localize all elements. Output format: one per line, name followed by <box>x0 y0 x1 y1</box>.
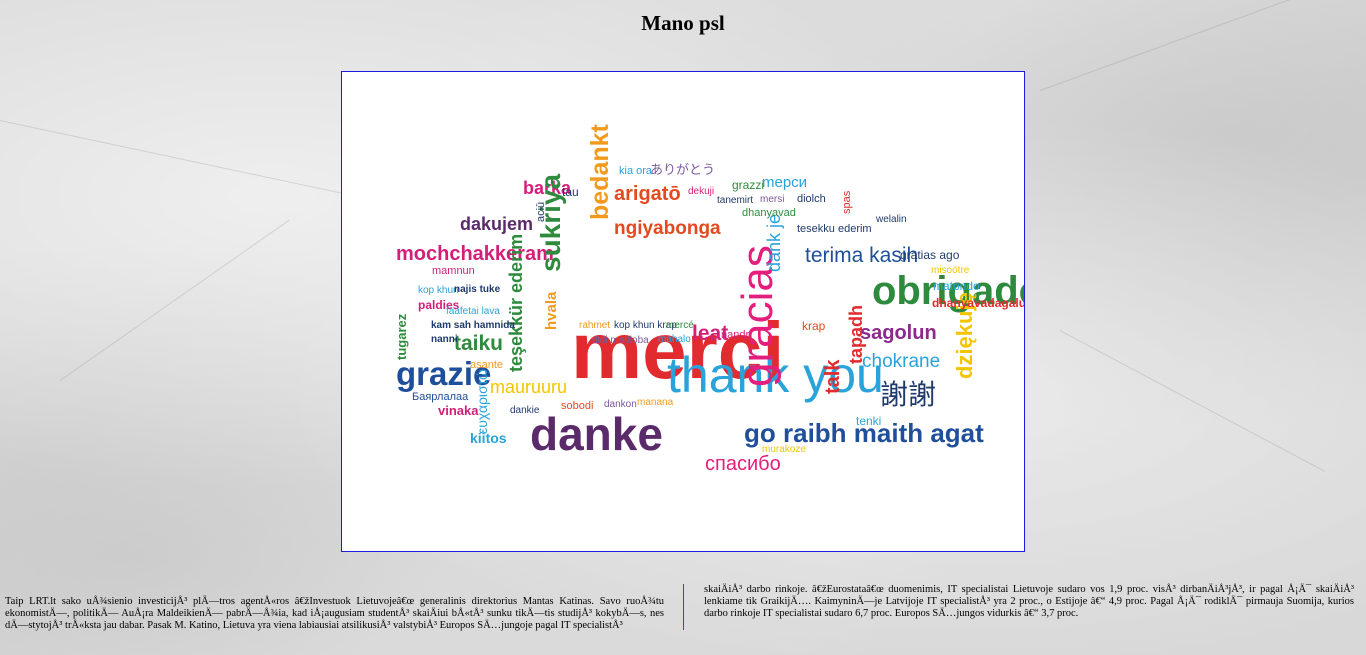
cloud-word: tugarez <box>394 313 409 360</box>
cloud-word: mauruuru <box>490 377 567 397</box>
cloud-word: obrigado <box>872 269 1024 313</box>
cloud-word: rahmet <box>579 320 610 331</box>
cloud-word: dekuji <box>688 186 714 197</box>
cloud-word: ngiyabonga <box>614 218 721 239</box>
cloud-word: 謝謝 <box>880 379 936 410</box>
page-title: Mano psl <box>641 11 725 35</box>
cloud-word: aciū <box>535 202 547 222</box>
cloud-word: спасибо <box>705 453 781 475</box>
cloud-word: murakoze <box>762 444 806 455</box>
cloud-word: kia ora <box>619 165 653 177</box>
cloud-word: tau <box>562 185 579 199</box>
cloud-word: spas <box>841 190 853 214</box>
cloud-word: mercé <box>666 320 694 331</box>
cloud-word: gratias ago <box>900 248 960 262</box>
cloud-word: diolch <box>797 193 826 205</box>
cloud-word: talk <box>822 359 844 394</box>
cloud-word: didi madloba <box>592 335 649 346</box>
cloud-word: tenki <box>856 414 881 428</box>
cloud-word: vinaka <box>438 403 479 418</box>
column-divider <box>683 584 684 630</box>
cloud-word: dankie <box>510 405 540 416</box>
cloud-word: taiku <box>454 332 503 355</box>
article-column-right: skaiÄiÅ³ darbo rinkoje. â€žEurostataâ€œ … <box>704 584 1354 619</box>
cloud-word: kam sah hamnida <box>431 320 515 331</box>
cloud-word: terima kasih <box>805 244 918 267</box>
cloud-word: thank you <box>667 347 884 403</box>
cloud-word: danke <box>530 408 663 460</box>
cloud-word: mamnun <box>432 265 475 277</box>
cloud-word: paldies <box>418 298 460 312</box>
cloud-word: manana <box>637 397 674 408</box>
cloud-word: bedankt <box>586 123 614 220</box>
cloud-word: teşekkür ederim <box>506 234 526 372</box>
cloud-word: arigatō <box>614 183 681 205</box>
article-column-left: Taip LRT.lt sako uÅ¾sienio investicijÅ³ … <box>5 596 664 631</box>
cloud-word: kop khun krap <box>614 320 677 331</box>
cloud-word: dziękuję <box>952 292 977 379</box>
cloud-word: krap <box>802 319 826 333</box>
cloud-word: tesekku ederim <box>797 223 872 235</box>
cloud-word: grazzi <box>732 178 764 192</box>
cloud-word: mahalo <box>658 334 691 345</box>
cloud-word: sukriya <box>535 174 566 272</box>
cloud-word: Баярлалаа <box>412 391 469 403</box>
paper-crease <box>1059 330 1325 472</box>
cloud-word: asante <box>470 359 503 371</box>
cloud-word: dhanyavad <box>742 207 796 219</box>
cloud-word: misoötre <box>931 265 970 276</box>
cloud-word: mochchakkeram <box>396 243 554 265</box>
paper-crease <box>60 219 290 381</box>
cloud-word: grazie <box>396 355 491 392</box>
cloud-word: leat <box>692 322 728 345</box>
cloud-word: tanemirt <box>717 195 753 206</box>
cloud-word: faafetai lava <box>446 306 500 317</box>
cloud-word: najis tuke <box>454 284 501 295</box>
cloud-word: dank je <box>764 214 784 272</box>
cloud-word: kop khun <box>418 285 459 296</box>
cloud-word: gracias <box>733 245 782 387</box>
cloud-word: dankon <box>604 399 637 410</box>
cloud-word: welalin <box>875 214 907 225</box>
cloud-word: chokrane <box>862 351 940 372</box>
cloud-word: nandri <box>721 329 752 341</box>
cloud-word: tapadh <box>846 305 866 364</box>
cloud-word: barka <box>523 178 572 198</box>
cloud-word: matondo <box>933 279 980 293</box>
cloud-word: kiitos <box>470 430 507 446</box>
cloud-word: sobodi <box>561 400 593 412</box>
cloud-word: nanni <box>431 334 458 345</box>
cloud-word: dhanyavadagalu <box>932 296 1024 310</box>
cloud-word: go raibh maith agat <box>744 418 984 448</box>
cloud-word: ありがとう <box>650 162 715 177</box>
cloud-word: mersi <box>760 194 784 205</box>
cloud-word: merci <box>571 306 784 395</box>
cloud-word: hvala <box>543 291 560 330</box>
cloud-word: sagolun <box>860 322 937 344</box>
cloud-word: ευχαριστώ <box>474 369 490 434</box>
cloud-word: dakujem <box>460 214 533 234</box>
cloud-word: mерси <box>762 174 807 191</box>
